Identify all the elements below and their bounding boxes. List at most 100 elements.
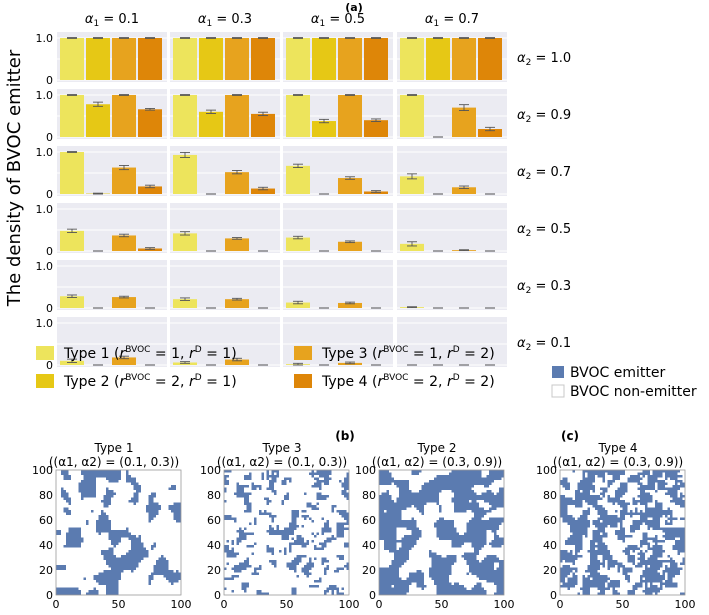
error-bar: [345, 240, 355, 244]
map-frame: [378, 469, 505, 596]
subplot: [397, 260, 507, 310]
col-header-alpha1: α1 = 0.7: [425, 12, 479, 29]
y-tick-label: 0: [46, 188, 53, 201]
error-bar: [206, 109, 216, 114]
y-tick-label: 40: [39, 539, 53, 552]
y-tick-label: 1.0: [36, 89, 54, 102]
subplot: [170, 203, 280, 253]
error-bar: [371, 118, 381, 122]
error-bar: [293, 235, 303, 240]
y-tick-label: 40: [362, 539, 376, 552]
legend-swatch-type1: [36, 346, 54, 360]
bar-type1: [286, 302, 310, 308]
y-tick-label: 100: [200, 464, 221, 477]
error-bar: [119, 233, 129, 238]
row-label-alpha2: α2 = 1.0: [517, 51, 571, 68]
panel-c-label: (c): [561, 429, 579, 443]
legend-entry-type2: Type 2 (rBVOC = 2, rD = 1): [36, 373, 237, 390]
bar-type3: [112, 235, 136, 251]
bar-type2: [199, 111, 223, 137]
bar-type1: [286, 165, 310, 194]
subplot: 01.0: [36, 146, 167, 201]
error-bar: [180, 151, 190, 158]
map-title: Type 4: [597, 441, 637, 455]
bar-type2: [312, 38, 336, 80]
error-bar: [93, 192, 103, 195]
error-bar: [371, 37, 381, 39]
error-bar: [119, 295, 129, 299]
bar-type2: [199, 38, 223, 80]
error-bar: [180, 231, 190, 236]
bar-type4: [478, 38, 502, 80]
error-bar: [180, 94, 190, 96]
bar-type1: [173, 299, 197, 308]
y-tick-label: 60: [207, 514, 221, 527]
bar-type3: [225, 299, 249, 308]
error-bar: [319, 37, 329, 39]
bar-type3: [338, 38, 362, 80]
legend-label-non-emitter: BVOC non-emitter: [570, 384, 697, 400]
bar-type3: [112, 167, 136, 194]
bar-type4: [251, 38, 275, 80]
bar-type1: [60, 230, 84, 251]
bar-type1: [60, 296, 84, 308]
column-headers: α1 = 0.1 α1 = 0.3 α1 = 0.5 α1 = 0.7: [85, 12, 479, 29]
row-label-alpha2: α2 = 0.3: [517, 279, 571, 296]
error-bar: [319, 118, 329, 124]
legend-swatch-type4: [294, 374, 312, 388]
subplot-background: [397, 317, 507, 367]
error-bar: [293, 37, 303, 39]
legend-entry-type1: Type 1 (rBVOC = 1, rD = 1): [36, 345, 237, 362]
bar-type3: [338, 302, 362, 308]
bar-type3: [225, 95, 249, 137]
emitter-cells: [224, 470, 349, 595]
bar-type1: [286, 237, 310, 251]
error-bar: [119, 355, 129, 360]
subplot: [397, 89, 507, 139]
legend-entry-type4: Type 4 (rBVOC = 2, rD = 2): [294, 373, 495, 390]
legend: Type 1 (rBVOC = 1, rD = 1) Type 2 (rBVOC…: [36, 345, 697, 400]
bar-type3: [338, 95, 362, 137]
bar-type3: [338, 241, 362, 251]
subplot: 01.0: [36, 89, 167, 144]
bar-type1: [60, 95, 84, 137]
y-tick-label: 80: [39, 489, 53, 502]
bar-type4: [251, 188, 275, 194]
error-bar: [433, 37, 443, 39]
subplot: [170, 89, 280, 139]
error-bar: [232, 37, 242, 39]
y-tick-label: 0: [46, 245, 53, 258]
col-header-alpha1: α1 = 0.1: [85, 12, 139, 29]
x-tick-label: 0: [221, 598, 228, 611]
bar-type3: [112, 95, 136, 137]
y-tick-label: 1.0: [36, 146, 54, 159]
bar-type3: [112, 297, 136, 308]
error-bar: [67, 37, 77, 39]
bar-type4: [478, 129, 502, 137]
x-tick-label: 50: [616, 598, 630, 611]
x-tick-label: 100: [339, 598, 360, 611]
error-bar: [459, 249, 469, 252]
error-bar: [67, 151, 77, 153]
y-tick-label: 60: [543, 514, 557, 527]
bar-type1: [400, 38, 424, 80]
subplot: 01.0: [36, 32, 167, 87]
legend-label-type2: Type 2 (rBVOC = 2, rD = 1): [63, 373, 237, 390]
y-tick-label: 1.0: [36, 203, 54, 216]
legend-swatch-emitter: [552, 366, 564, 378]
legend-swatch-type3: [294, 346, 312, 360]
error-bar: [145, 107, 155, 111]
map-frame: [223, 469, 350, 596]
error-bar: [459, 104, 469, 111]
legend-entry-type3: Type 3 (rBVOC = 1, rD = 2): [294, 345, 495, 362]
bar-chart-grid: 01.001.001.001.001.001.0: [36, 32, 507, 372]
y-tick-label: 0: [46, 302, 53, 315]
subplot-background: [283, 260, 393, 310]
y-tick-label: 0: [46, 74, 53, 87]
subplot: 01.0: [36, 317, 167, 372]
y-tick-label: 0: [214, 589, 221, 602]
bar-type2: [312, 121, 336, 137]
subplot: [283, 260, 393, 310]
error-bar: [293, 163, 303, 168]
